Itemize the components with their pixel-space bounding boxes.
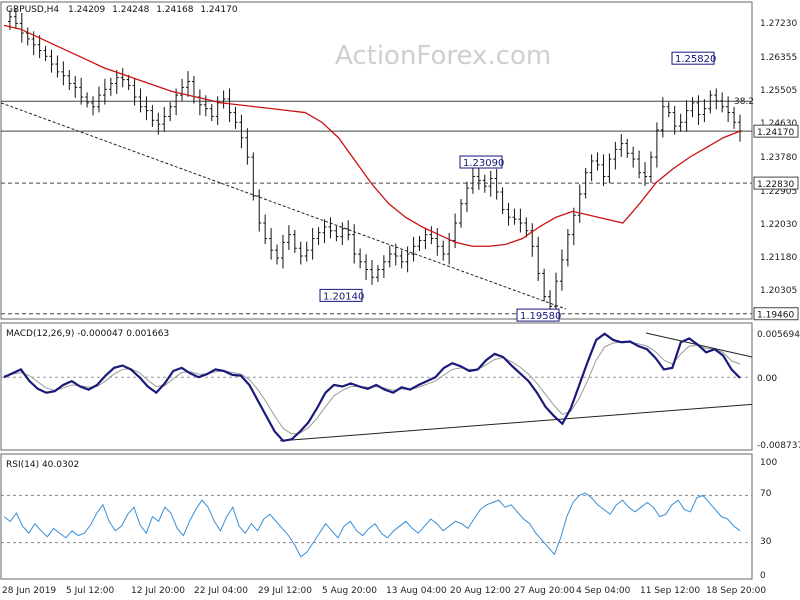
x-tick: 11 Sep 12:00 xyxy=(640,586,700,596)
ohlc-close: 1.24170 xyxy=(200,5,237,15)
rsi-y-tick: 70 xyxy=(760,489,772,499)
rsi-y-tick: 30 xyxy=(760,537,772,547)
moving-average xyxy=(3,24,741,247)
ma-line xyxy=(3,24,741,247)
ohlc-low: 1.24168 xyxy=(156,5,193,15)
x-tick: 18 Sep 20:00 xyxy=(706,586,766,596)
x-tick: 29 Jul 12:00 xyxy=(258,586,312,596)
price-box-label: 1.19460 xyxy=(757,311,794,321)
callout-box xyxy=(459,155,503,169)
x-tick: 28 Jun 2019 xyxy=(2,586,56,596)
rsi-line xyxy=(3,492,741,558)
macd-value-box xyxy=(753,370,785,384)
price-trendline xyxy=(0,102,567,310)
macd-value-label: 0.00 xyxy=(757,374,777,384)
rsi-y-tick: 100 xyxy=(760,458,777,468)
callout-label: 1.25820 xyxy=(675,54,716,65)
x-tick: 12 Jul 20:00 xyxy=(131,586,185,596)
price-y-tick: 1.23780 xyxy=(760,153,797,163)
x-tick: 5 Aug 20:00 xyxy=(322,586,377,596)
candles xyxy=(7,8,742,315)
callout-box xyxy=(516,308,560,322)
price-y-tick: 1.22030 xyxy=(760,220,797,230)
price-callouts: 1.25820 1.23090 1.20140 1.19580 xyxy=(319,51,716,322)
x-tick: 4 Sep 04:00 xyxy=(576,586,631,596)
price-y-tick: 1.25505 xyxy=(760,86,797,96)
watermark: ActionForex.com xyxy=(335,41,551,71)
callout-label: 1.23090 xyxy=(463,158,504,169)
svg-text:GBPUSD,H4 1.24209 1.24: GBPUSD,H4 1.24209 1.24248 1.24168 1.2417… xyxy=(6,5,238,15)
callout-label: 1.20140 xyxy=(323,291,364,302)
price-levels xyxy=(1,100,752,315)
callout-label: 1.19580 xyxy=(520,311,561,322)
price-box xyxy=(753,124,799,138)
callout-box xyxy=(671,51,715,65)
price-box xyxy=(753,176,799,190)
price-y-tick: 1.22905 xyxy=(760,187,797,197)
price-y-tick: 1.24630 xyxy=(760,119,797,129)
price-boxes: 1.24170 1.22830 1.19460 xyxy=(753,124,799,321)
x-tick: 20 Aug 12:00 xyxy=(450,586,511,596)
rsi-title: RSI(14) 40.0302 xyxy=(6,460,79,470)
price-box-label: 1.24170 xyxy=(757,128,794,138)
macd-support-line xyxy=(279,403,753,442)
macd-y-tick-top: 0.005694 xyxy=(757,330,800,340)
price-title: GBPUSD,H4 xyxy=(6,5,59,15)
price-y-tick: 1.21180 xyxy=(760,253,797,263)
macd-title: MACD(12,26,9) -0.000047 0.001663 xyxy=(6,329,169,339)
ohlc-high: 1.24248 xyxy=(112,5,149,15)
rsi-panel xyxy=(0,453,753,580)
price-y-tick: 1.26355 xyxy=(760,53,797,63)
rsi-lines xyxy=(1,492,752,558)
price-panel xyxy=(0,1,753,320)
macd-lines: 0.00 xyxy=(1,332,785,443)
x-tick: 27 Aug 20:00 xyxy=(514,586,575,596)
rsi-y-tick: 0 xyxy=(760,571,766,581)
x-tick: 13 Aug 04:00 xyxy=(386,586,447,596)
macd-main-line xyxy=(3,332,741,443)
ohlc-open: 1.24209 xyxy=(68,5,105,15)
fib-label: 38.2 xyxy=(734,97,754,107)
x-tick: 22 Jul 04:00 xyxy=(194,586,248,596)
price-y-tick: 1.27230 xyxy=(760,19,797,29)
x-ticks: 28 Jun 2019 5 Jul 12:00 12 Jul 20:00 22 … xyxy=(2,586,766,596)
price-y-ticks: 1.27230 1.26355 1.25505 1.24630 1.23780 … xyxy=(760,19,797,296)
x-tick: 5 Jul 12:00 xyxy=(66,586,115,596)
price-y-tick: 1.20305 xyxy=(760,286,797,296)
macd-y-tick-bottom: -0.008737 xyxy=(757,441,800,451)
callout-box xyxy=(319,288,363,302)
price-box xyxy=(753,307,799,321)
price-box-label: 1.22830 xyxy=(757,180,794,190)
